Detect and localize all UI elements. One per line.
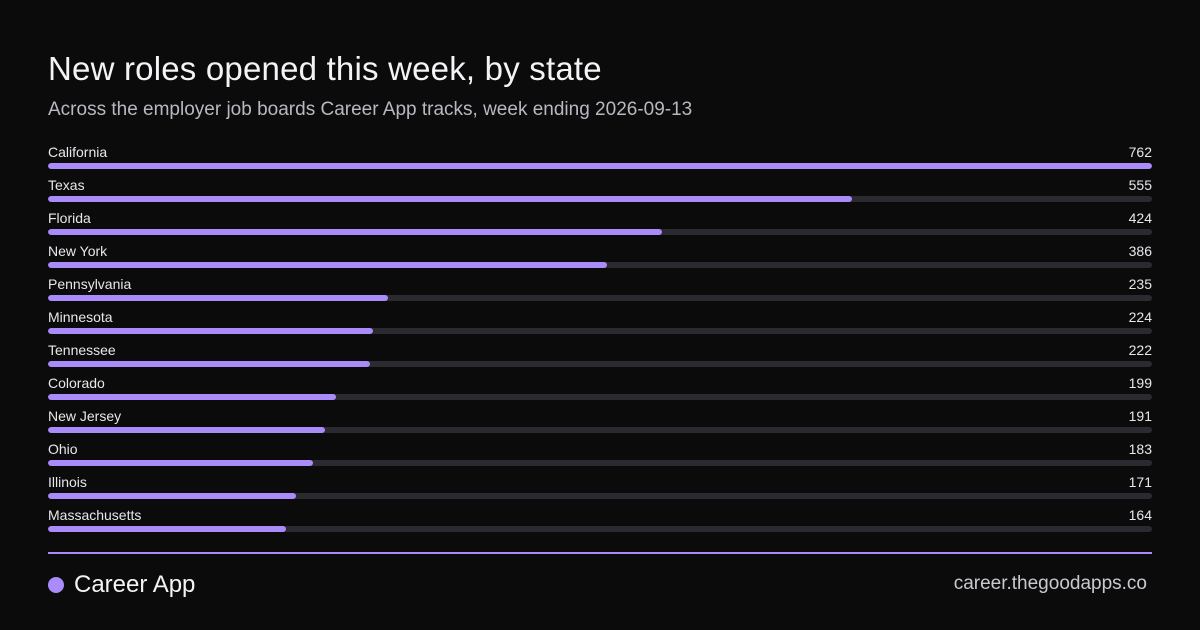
bar-category-label: Tennessee	[48, 342, 116, 358]
bar	[48, 262, 608, 268]
bar-value-label: 183	[1128, 441, 1152, 457]
bar-category-label: Colorado	[48, 375, 105, 391]
bar-value-label: 171	[1128, 474, 1152, 490]
bar-row-header: Minnesota 224	[48, 308, 1152, 326]
bar-track	[48, 394, 1152, 400]
bar-category-label: Texas	[48, 177, 85, 193]
bar-row: Colorado 199	[48, 374, 1152, 407]
bar-track	[48, 196, 1152, 202]
bar-value-label: 762	[1128, 144, 1152, 160]
chart-title: New roles opened this week, by state	[48, 50, 602, 87]
bar	[48, 361, 370, 367]
bar-category-label: Illinois	[48, 474, 87, 490]
bar-value-label: 224	[1128, 309, 1152, 325]
bar-row-header: Texas 555	[48, 176, 1152, 194]
chart-subtitle: Across the employer job boards Career Ap…	[48, 99, 693, 120]
bar-value-label: 386	[1128, 243, 1152, 259]
brand-dot-icon	[48, 577, 64, 593]
bar-row-header: Pennsylvania 235	[48, 275, 1152, 293]
bar-row-header: Ohio 183	[48, 440, 1152, 458]
bar	[48, 328, 373, 334]
footer-divider	[48, 552, 1152, 554]
bar-row: Texas 555	[48, 176, 1152, 209]
bar	[48, 196, 853, 202]
bar	[48, 394, 337, 400]
bar-category-label: Minnesota	[48, 309, 113, 325]
bar-row: Minnesota 224	[48, 308, 1152, 341]
bar-row: New Jersey 191	[48, 407, 1152, 440]
bar-value-label: 191	[1128, 408, 1152, 424]
bar	[48, 526, 286, 532]
bar-value-label: 235	[1128, 276, 1152, 292]
bar-track	[48, 427, 1152, 433]
bar-category-label: California	[48, 144, 108, 160]
bar-row-header: Florida 424	[48, 209, 1152, 227]
bar-row-header: Illinois 171	[48, 473, 1152, 491]
bar	[48, 163, 1152, 169]
bar-row: California 762	[48, 143, 1152, 176]
bar-value-label: 199	[1128, 375, 1152, 391]
brand: Career App	[48, 569, 195, 601]
bar-row-header: Massachusetts 164	[48, 506, 1152, 524]
bar-track	[48, 526, 1152, 532]
bar-track	[48, 460, 1152, 466]
bar-track	[48, 229, 1152, 235]
bar-row: New York 386	[48, 242, 1152, 275]
bar-row: Florida 424	[48, 209, 1152, 242]
bar-row: Illinois 171	[48, 473, 1152, 506]
bar-row: Massachusetts 164	[48, 506, 1152, 539]
brand-name: Career App	[74, 571, 196, 598]
bar-category-label: Massachusetts	[48, 507, 142, 523]
bar-row-header: California 762	[48, 143, 1152, 161]
bar-value-label: 164	[1128, 507, 1152, 523]
bar-track	[48, 295, 1152, 301]
bar-category-label: Florida	[48, 210, 91, 226]
bar-row-header: Tennessee 222	[48, 341, 1152, 359]
bar-row-header: New York 386	[48, 242, 1152, 260]
bar-category-label: New Jersey	[48, 408, 122, 424]
bar-row: Pennsylvania 235	[48, 275, 1152, 308]
bar-category-label: Pennsylvania	[48, 276, 132, 292]
bar-row-header: Colorado 199	[48, 374, 1152, 392]
bar-value-label: 424	[1128, 210, 1152, 226]
bar-row: Tennessee 222	[48, 341, 1152, 374]
bar-track	[48, 328, 1152, 334]
bar-track	[48, 493, 1152, 499]
bar-chart: California 762 Texas 555 Florida 424 New York 3…	[48, 143, 1152, 539]
bar	[48, 295, 389, 301]
bar-row: Ohio 183	[48, 440, 1152, 473]
bar-track	[48, 262, 1152, 268]
bar-track	[48, 361, 1152, 367]
bar	[48, 427, 325, 433]
bar-category-label: New York	[48, 243, 108, 259]
bar	[48, 493, 296, 499]
bar-row-header: New Jersey 191	[48, 407, 1152, 425]
bar-track	[48, 163, 1152, 169]
footer-url: career.thegoodapps.co	[953, 573, 1147, 594]
bar-value-label: 222	[1128, 342, 1152, 358]
bar-value-label: 555	[1128, 177, 1152, 193]
bar	[48, 460, 314, 466]
bar	[48, 229, 663, 235]
bar-category-label: Ohio	[48, 441, 78, 457]
